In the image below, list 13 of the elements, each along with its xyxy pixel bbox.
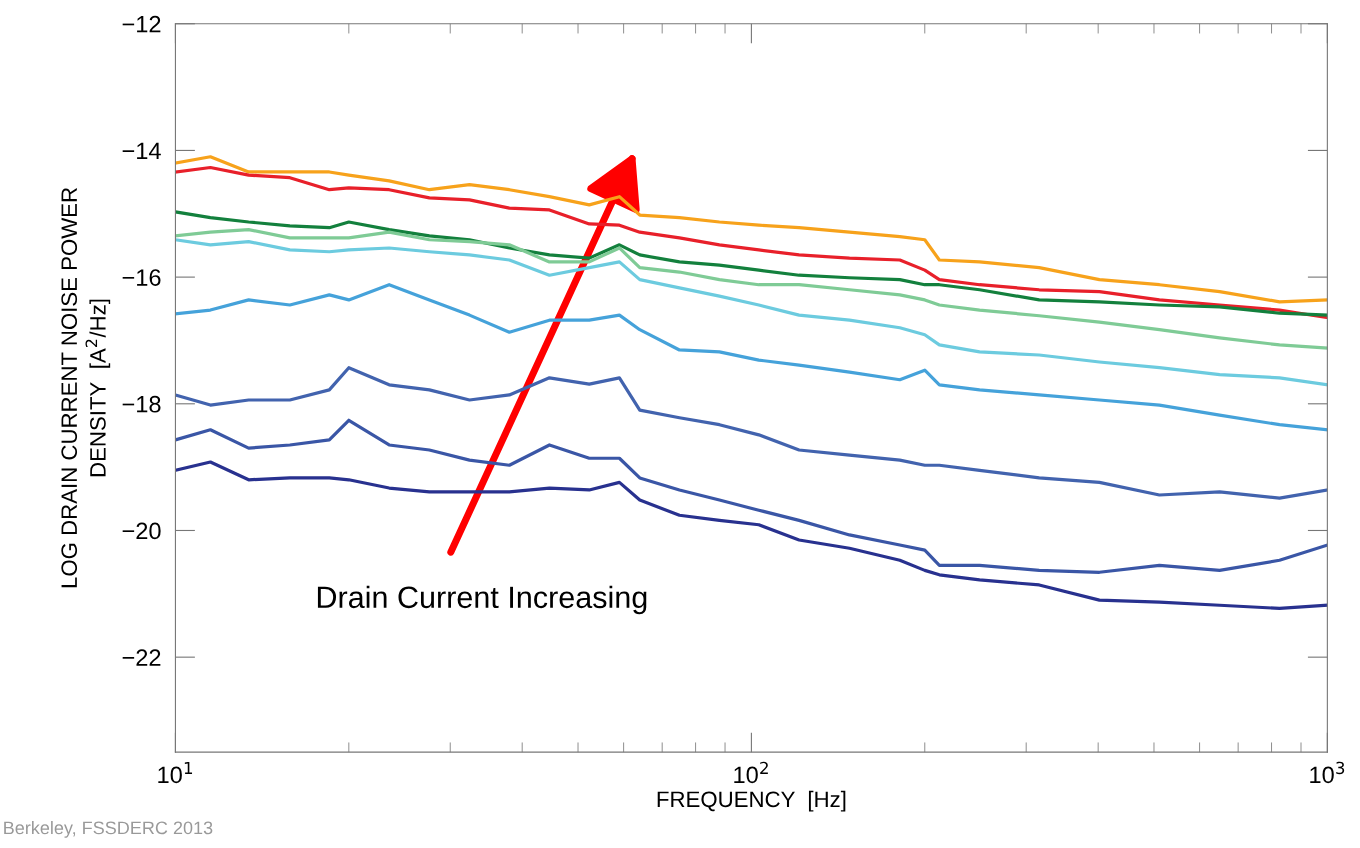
y-tick-label: −12 [122, 15, 161, 33]
y-tick-label: −18 [122, 395, 161, 413]
x-tick-label: 10$^{2}$ [734, 761, 768, 784]
text: Berkeley, FSSDERC 2013 [4, 820, 213, 838]
y-tick-label: −20 [122, 522, 161, 540]
x-tick-label: 10$^{1}$ [158, 761, 193, 784]
x-axis-title: FREQUENCY [Hz] [657, 790, 846, 812]
y-tick-label: −16 [122, 269, 161, 286]
y-tick-label: −22 [122, 649, 161, 666]
y-axis-title: LOG DRAIN CURRENT NOISE POWER DENSITY [A$^{2}$/Hz] [61, 187, 111, 588]
x-tick-label: 10$^{3}$ [1310, 761, 1345, 784]
annotation: Drain Current Increasing [317, 585, 647, 615]
y-tick-label: −14 [122, 142, 161, 159]
